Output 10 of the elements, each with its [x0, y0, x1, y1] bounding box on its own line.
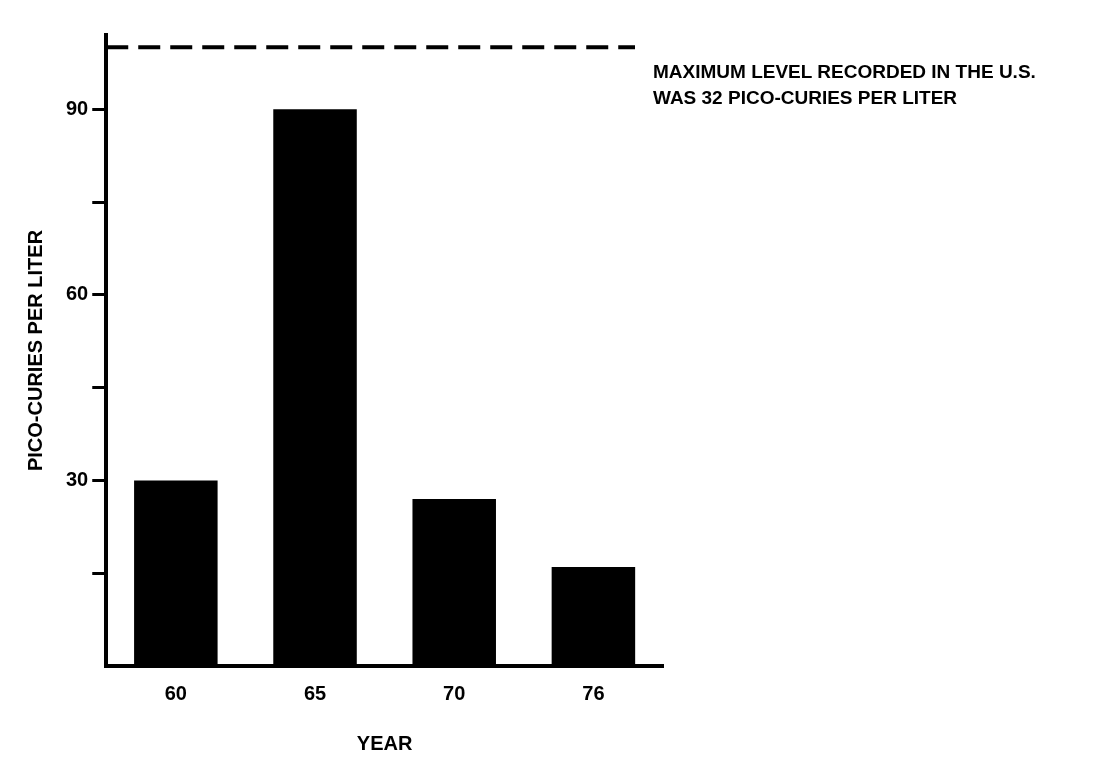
x-axis-title: YEAR: [356, 731, 413, 754]
x-tick-label: 60: [164, 681, 187, 704]
y-tick-label: 30: [66, 467, 89, 490]
y-tick-label: 60: [66, 282, 89, 305]
y-axis-title: PICO-CURIES PER LITER: [23, 229, 46, 472]
ref-line-label: MAXIMUM LEVEL RECORDED IN THE U.S. WAS 32 PICO-CURIES PER LITER: [653, 61, 1036, 109]
x-tick-label: 76: [582, 681, 605, 704]
x-tick-label: 70: [443, 681, 466, 704]
y-tick-label: 90: [66, 96, 89, 119]
x-tick-label: 65: [303, 681, 327, 704]
